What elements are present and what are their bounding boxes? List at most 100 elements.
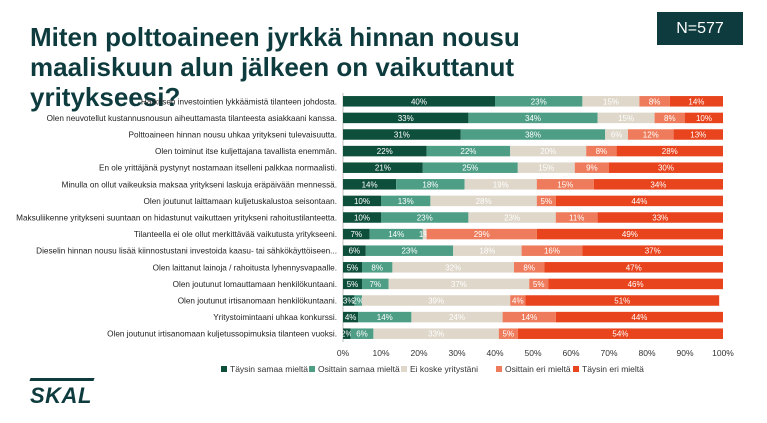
bar-segment	[669, 96, 723, 107]
category-label: Olen laittanut lainoja / rahoitusta lyhe…	[153, 263, 337, 272]
bar-segment	[453, 245, 522, 256]
bar-segment	[350, 328, 374, 339]
bar-segment	[654, 112, 685, 124]
bar-segment	[343, 262, 362, 273]
data-label: 2%	[352, 297, 364, 306]
data-label: 10%	[354, 214, 370, 223]
data-label: 22%	[460, 147, 476, 156]
data-label: 10%	[354, 197, 370, 206]
bar-segment	[343, 96, 495, 107]
bar-segment	[502, 311, 556, 323]
bar-segment	[555, 311, 723, 323]
data-label: 4%	[345, 313, 357, 322]
bar-segment	[426, 145, 511, 157]
legend-swatch	[401, 366, 407, 372]
data-label: 14%	[377, 313, 393, 322]
data-label: 28%	[662, 147, 678, 156]
bar-segment	[536, 228, 723, 240]
data-label: 13%	[398, 197, 414, 206]
category-label: Olen toiminut itse kuljettajana tavallis…	[155, 147, 337, 156]
bar-segment	[411, 311, 503, 323]
data-label: 39%	[428, 297, 444, 306]
data-label: 44%	[631, 197, 647, 206]
data-label: 13%	[690, 131, 706, 140]
data-label: 5%	[347, 263, 359, 272]
bar-segment	[422, 228, 427, 240]
bar-segment	[369, 228, 423, 240]
bar-segment	[392, 262, 514, 273]
data-label: 5%	[503, 330, 515, 339]
x-tick-label: 40%	[486, 348, 503, 358]
bar-segment	[521, 245, 583, 256]
data-label: 7%	[370, 280, 382, 289]
bar-segment	[536, 195, 556, 207]
bar-segment	[609, 162, 723, 173]
legend-swatch	[496, 366, 502, 372]
category-label: Olen joutunut laittamaan kuljetuskalusto…	[144, 197, 337, 206]
bar-segment	[426, 228, 537, 240]
bar-segment	[343, 129, 461, 140]
sample-size-text: N=577	[676, 19, 724, 37]
data-label: 49%	[622, 230, 638, 239]
chart-title: Miten polttoaineen jyrkkä hinnan nousu m…	[30, 22, 650, 112]
data-label: 6%	[611, 131, 623, 140]
bar-segment	[343, 145, 427, 157]
bar-segment	[525, 295, 720, 306]
data-label: 12%	[643, 131, 659, 140]
bar-segment	[468, 112, 598, 124]
category-label: Olen joutunut irtisanomaan kuljetussopim…	[107, 330, 337, 339]
legend-swatch	[221, 366, 227, 372]
data-label: 23%	[504, 214, 520, 223]
sample-size-badge: N=577	[657, 12, 743, 45]
bar-segment	[362, 295, 511, 306]
bar-segment	[343, 311, 359, 323]
data-label: 16%	[544, 247, 560, 256]
data-label: 31%	[394, 131, 410, 140]
data-label: 33%	[652, 214, 668, 223]
legend-label: Ei koske yritystäni	[410, 364, 478, 374]
data-label: 34%	[525, 114, 541, 123]
bar-segment	[343, 112, 469, 124]
x-tick-label: 10%	[372, 348, 389, 358]
data-label: 5%	[541, 197, 553, 206]
data-label: 51%	[614, 297, 630, 306]
data-label: 5%	[533, 280, 545, 289]
bar-segment	[388, 278, 530, 290]
data-label: 28%	[476, 197, 492, 206]
category-label: Tilanteella ei ole ollut merkittävää vai…	[134, 230, 337, 239]
data-label: 29%	[474, 230, 490, 239]
category-label: Olen neuvotellut kustannusnousun aiheutt…	[47, 114, 337, 123]
bar-segment	[460, 129, 606, 140]
bar-segment	[343, 162, 423, 173]
data-label: 6%	[356, 330, 368, 339]
data-label: 37%	[451, 280, 467, 289]
bar-segment	[685, 112, 723, 124]
data-label: 10%	[696, 114, 712, 123]
data-label: 15%	[618, 114, 634, 123]
x-tick-label: 70%	[600, 348, 617, 358]
bar-segment	[495, 96, 583, 107]
bar-segment	[343, 228, 370, 240]
data-label: 14%	[388, 230, 404, 239]
data-label: 20%	[540, 147, 556, 156]
bar-segment	[514, 262, 545, 273]
bar-segment	[373, 328, 499, 339]
bar-segment	[343, 195, 381, 207]
bar-segment	[343, 278, 362, 290]
bar-segment	[597, 212, 723, 223]
bar-segment	[396, 179, 465, 190]
legend-label: Osittain samaa mieltä	[318, 364, 400, 374]
bar-segment	[362, 278, 389, 290]
bar-segment	[510, 295, 526, 306]
bar-segment	[639, 96, 670, 107]
x-tick-label: 60%	[562, 348, 579, 358]
category-label: Harkitsen investointien lykkäämistä tila…	[141, 97, 337, 106]
data-label: 14%	[688, 97, 704, 106]
data-label: 15%	[538, 164, 554, 173]
data-label: 8%	[664, 114, 676, 123]
bar-segment	[517, 328, 723, 339]
data-label: 24%	[449, 313, 465, 322]
legend-swatch	[309, 366, 315, 372]
data-label: 23%	[417, 214, 433, 223]
